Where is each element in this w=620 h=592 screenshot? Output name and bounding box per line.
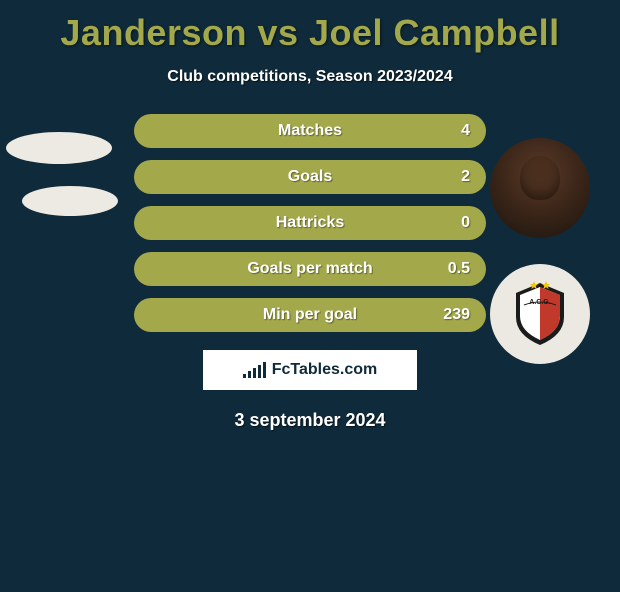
stat-label-goals: Goals xyxy=(288,168,332,186)
logo-bars-icon xyxy=(243,362,266,378)
stat-label-mpg: Min per goal xyxy=(263,306,357,324)
stat-row-matches: Matches 4 xyxy=(134,114,486,148)
stat-row-hattricks: Hattricks 0 xyxy=(134,206,486,240)
stat-label-matches: Matches xyxy=(278,122,342,140)
date-text: 3 september 2024 xyxy=(0,410,620,431)
subtitle: Club competitions, Season 2023/2024 xyxy=(0,68,620,86)
stat-label-hattricks: Hattricks xyxy=(276,214,344,232)
page-title: Janderson vs Joel Campbell xyxy=(0,12,620,54)
left-ellipse-2 xyxy=(22,186,118,216)
stat-row-gpm: Goals per match 0.5 xyxy=(134,252,486,286)
svg-text:A.C.G.: A.C.G. xyxy=(529,299,550,306)
club-avatar: A.C.G. xyxy=(490,264,590,364)
stat-right-matches: 4 xyxy=(461,122,470,140)
fctables-logo: FcTables.com xyxy=(203,350,417,390)
stat-right-goals: 2 xyxy=(461,168,470,186)
club-badge-icon: A.C.G. xyxy=(510,279,570,349)
logo-text: FcTables.com xyxy=(272,361,378,379)
stat-row-mpg: Min per goal 239 xyxy=(134,298,486,332)
stat-right-gpm: 0.5 xyxy=(448,260,470,278)
player-avatar xyxy=(490,138,590,238)
stat-row-goals: Goals 2 xyxy=(134,160,486,194)
stat-right-mpg: 239 xyxy=(443,306,470,324)
stat-right-hattricks: 0 xyxy=(461,214,470,232)
stat-label-gpm: Goals per match xyxy=(247,260,372,278)
left-ellipse-1 xyxy=(6,132,112,164)
